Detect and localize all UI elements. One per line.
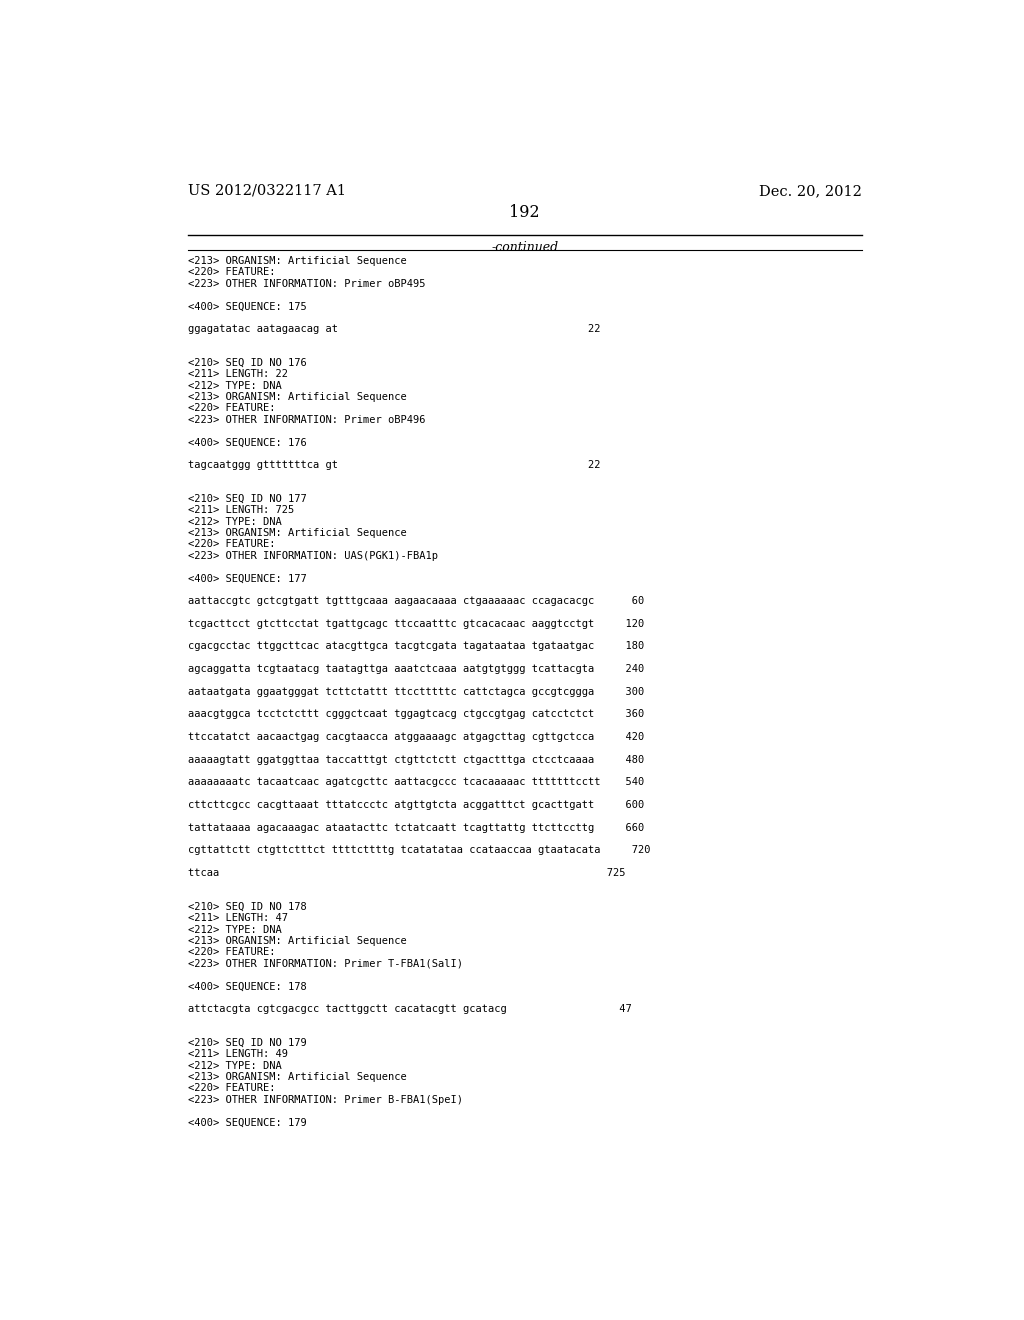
Text: <211> LENGTH: 725: <211> LENGTH: 725 <box>187 506 294 515</box>
Text: <400> SEQUENCE: 176: <400> SEQUENCE: 176 <box>187 437 306 447</box>
Text: <220> FEATURE:: <220> FEATURE: <box>187 948 275 957</box>
Text: <220> FEATURE:: <220> FEATURE: <box>187 268 275 277</box>
Text: <220> FEATURE:: <220> FEATURE: <box>187 1084 275 1093</box>
Text: ttccatatct aacaactgag cacgtaacca atggaaaagc atgagcttag cgttgctcca     420: ttccatatct aacaactgag cacgtaacca atggaaa… <box>187 733 644 742</box>
Text: tattataaaa agacaaagac ataatacttc tctatcaatt tcagttattg ttcttccttg     660: tattataaaa agacaaagac ataatacttc tctatca… <box>187 822 644 833</box>
Text: ggagatatac aatagaacag at                                        22: ggagatatac aatagaacag at 22 <box>187 323 600 334</box>
Text: aataatgata ggaatgggat tcttctattt ttcctttttc cattctagca gccgtcggga     300: aataatgata ggaatgggat tcttctattt ttccttt… <box>187 686 644 697</box>
Text: <400> SEQUENCE: 179: <400> SEQUENCE: 179 <box>187 1117 306 1127</box>
Text: US 2012/0322117 A1: US 2012/0322117 A1 <box>187 183 345 198</box>
Text: cgacgcctac ttggcttcac atacgttgca tacgtcgata tagataataa tgataatgac     180: cgacgcctac ttggcttcac atacgttgca tacgtcg… <box>187 642 644 651</box>
Text: tagcaatggg gtttttttca gt                                        22: tagcaatggg gtttttttca gt 22 <box>187 459 600 470</box>
Text: cgttattctt ctgttctttct ttttcttttg tcatatataa ccataaccaa gtaatacata     720: cgttattctt ctgttctttct ttttcttttg tcatat… <box>187 845 650 855</box>
Text: <211> LENGTH: 22: <211> LENGTH: 22 <box>187 370 288 379</box>
Text: Dec. 20, 2012: Dec. 20, 2012 <box>759 183 862 198</box>
Text: <210> SEQ ID NO 178: <210> SEQ ID NO 178 <box>187 902 306 912</box>
Text: cttcttcgcc cacgttaaat tttatccctc atgttgtcta acggatttct gcacttgatt     600: cttcttcgcc cacgttaaat tttatccctc atgttgt… <box>187 800 644 810</box>
Text: <223> OTHER INFORMATION: Primer B-FBA1(SpeI): <223> OTHER INFORMATION: Primer B-FBA1(S… <box>187 1094 463 1105</box>
Text: <213> ORGANISM: Artificial Sequence: <213> ORGANISM: Artificial Sequence <box>187 528 407 539</box>
Text: <223> OTHER INFORMATION: Primer oBP496: <223> OTHER INFORMATION: Primer oBP496 <box>187 414 425 425</box>
Text: aattaccgtc gctcgtgatt tgtttgcaaa aagaacaaaa ctgaaaaaac ccagacacgc      60: aattaccgtc gctcgtgatt tgtttgcaaa aagaaca… <box>187 595 644 606</box>
Text: agcaggatta tcgtaatacg taatagttga aaatctcaaa aatgtgtggg tcattacgta     240: agcaggatta tcgtaatacg taatagttga aaatctc… <box>187 664 644 675</box>
Text: <211> LENGTH: 47: <211> LENGTH: 47 <box>187 913 288 923</box>
Text: <213> ORGANISM: Artificial Sequence: <213> ORGANISM: Artificial Sequence <box>187 392 407 403</box>
Text: <220> FEATURE:: <220> FEATURE: <box>187 404 275 413</box>
Text: <223> OTHER INFORMATION: Primer oBP495: <223> OTHER INFORMATION: Primer oBP495 <box>187 279 425 289</box>
Text: ttcaa                                                              725: ttcaa 725 <box>187 869 625 878</box>
Text: 192: 192 <box>510 205 540 222</box>
Text: <212> TYPE: DNA: <212> TYPE: DNA <box>187 380 282 391</box>
Text: <212> TYPE: DNA: <212> TYPE: DNA <box>187 1060 282 1071</box>
Text: <400> SEQUENCE: 178: <400> SEQUENCE: 178 <box>187 981 306 991</box>
Text: <213> ORGANISM: Artificial Sequence: <213> ORGANISM: Artificial Sequence <box>187 256 407 265</box>
Text: <211> LENGTH: 49: <211> LENGTH: 49 <box>187 1049 288 1059</box>
Text: <213> ORGANISM: Artificial Sequence: <213> ORGANISM: Artificial Sequence <box>187 1072 407 1082</box>
Text: attctacgta cgtcgacgcc tacttggctt cacatacgtt gcatacg                  47: attctacgta cgtcgacgcc tacttggctt cacatac… <box>187 1005 631 1014</box>
Text: <210> SEQ ID NO 179: <210> SEQ ID NO 179 <box>187 1038 306 1048</box>
Text: <212> TYPE: DNA: <212> TYPE: DNA <box>187 516 282 527</box>
Text: <212> TYPE: DNA: <212> TYPE: DNA <box>187 924 282 935</box>
Text: <220> FEATURE:: <220> FEATURE: <box>187 540 275 549</box>
Text: <400> SEQUENCE: 177: <400> SEQUENCE: 177 <box>187 573 306 583</box>
Text: <223> OTHER INFORMATION: UAS(PGK1)-FBA1p: <223> OTHER INFORMATION: UAS(PGK1)-FBA1p <box>187 550 437 561</box>
Text: <210> SEQ ID NO 177: <210> SEQ ID NO 177 <box>187 494 306 504</box>
Text: tcgacttcct gtcttcctat tgattgcagc ttccaatttc gtcacacaac aaggtcctgt     120: tcgacttcct gtcttcctat tgattgcagc ttccaat… <box>187 619 644 628</box>
Text: aaaaaaaatc tacaatcaac agatcgcttc aattacgccc tcacaaaaac tttttttcctt    540: aaaaaaaatc tacaatcaac agatcgcttc aattacg… <box>187 777 644 787</box>
Text: aaacgtggca tcctctcttt cgggctcaat tggagtcacg ctgccgtgag catcctctct     360: aaacgtggca tcctctcttt cgggctcaat tggagtc… <box>187 709 644 719</box>
Text: <213> ORGANISM: Artificial Sequence: <213> ORGANISM: Artificial Sequence <box>187 936 407 946</box>
Text: <223> OTHER INFORMATION: Primer T-FBA1(SalI): <223> OTHER INFORMATION: Primer T-FBA1(S… <box>187 958 463 969</box>
Text: <400> SEQUENCE: 175: <400> SEQUENCE: 175 <box>187 301 306 312</box>
Text: -continued: -continued <box>492 240 558 253</box>
Text: aaaaagtatt ggatggttaa taccatttgt ctgttctctt ctgactttga ctcctcaaaa     480: aaaaagtatt ggatggttaa taccatttgt ctgttct… <box>187 755 644 764</box>
Text: <210> SEQ ID NO 176: <210> SEQ ID NO 176 <box>187 358 306 368</box>
